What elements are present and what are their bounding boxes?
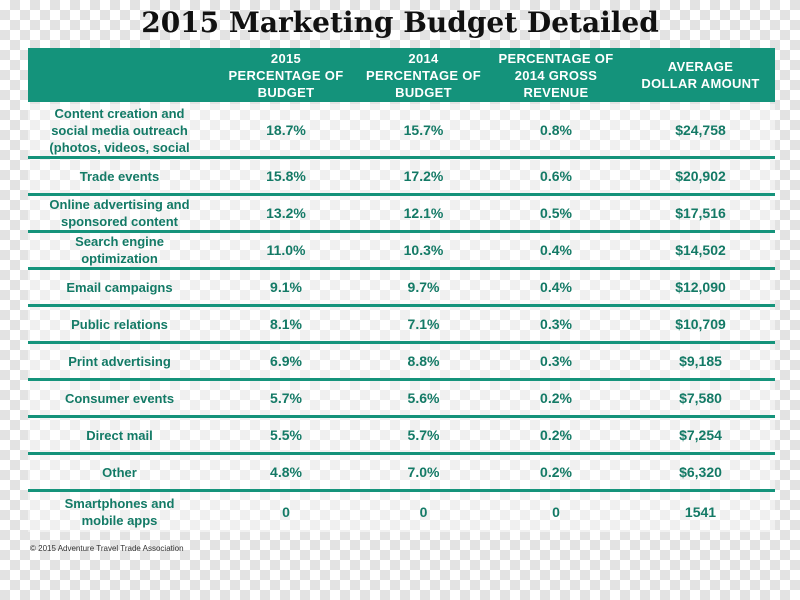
cell-2014-percentage: 10.3% (403, 242, 444, 258)
cell-average-amount: $7,254 (679, 427, 722, 443)
row-category: Other (102, 464, 137, 480)
cell-2014-percentage: 0 (419, 504, 428, 520)
cell-2015-percentage: 4.8% (270, 464, 302, 480)
table-row: Other 4.8% 7.0% 0.2% $6,320 (28, 455, 775, 492)
cell-average-amount: $20,902 (675, 168, 726, 184)
copyright-footer: © 2015 Adventure Travel Trade Associatio… (30, 544, 184, 553)
cell-average-amount: $12,090 (675, 279, 726, 295)
cell-2015-percentage: 5.5% (270, 427, 302, 443)
header-gross-revenue: PERCENTAGE OF 2014 GROSS REVENUE (498, 50, 614, 100)
row-category: Online advertising and sponsored content (49, 197, 190, 229)
cell-gross-revenue: 0.2% (540, 390, 572, 406)
cell-gross-revenue: 0.6% (540, 168, 572, 184)
header-2014-percentage: 2014 PERCENTAGE OF BUDGET (366, 50, 481, 100)
cell-2015-percentage: 18.7% (266, 122, 306, 138)
cell-gross-revenue: 0.8% (540, 122, 572, 138)
cell-average-amount: $17,516 (675, 205, 726, 221)
cell-2015-percentage: 11.0% (266, 242, 306, 258)
cell-gross-revenue: 0.3% (540, 316, 572, 332)
table-row: Email campaigns 9.1% 9.7% 0.4% $12,090 (28, 270, 775, 307)
cell-gross-revenue: 0.4% (540, 242, 572, 258)
cell-gross-revenue: 0 (552, 504, 560, 520)
cell-2015-percentage: 15.8% (266, 168, 306, 184)
cell-2014-percentage: 9.7% (407, 279, 440, 295)
cell-average-amount: $7,580 (679, 390, 722, 406)
cell-gross-revenue: 0.5% (540, 205, 572, 221)
cell-gross-revenue: 0.2% (540, 464, 572, 480)
cell-gross-revenue: 0.2% (540, 427, 572, 443)
header-category-spacer (28, 48, 211, 102)
cell-average-amount: $14,502 (675, 242, 726, 258)
table-row: Direct mail 5.5% 5.7% 0.2% $7,254 (28, 418, 775, 455)
table-body: Content creation and social media outrea… (28, 104, 775, 532)
cell-2015-percentage: 6.9% (270, 353, 302, 369)
cell-2015-percentage: 9.1% (270, 279, 302, 295)
cell-2014-percentage: 8.8% (407, 353, 440, 369)
cell-2014-percentage: 17.2% (403, 168, 444, 184)
table-row: Trade events 15.8% 17.2% 0.6% $20,902 (28, 159, 775, 196)
table-row: Search engine optimization 11.0% 10.3% 0… (28, 233, 775, 270)
row-category: Consumer events (64, 390, 175, 406)
row-category: Direct mail (86, 427, 153, 443)
cell-2015-percentage: 8.1% (270, 316, 302, 332)
cell-average-amount: $9,185 (679, 353, 722, 369)
table-header: 2015 PERCENTAGE OF BUDGET 2014 PERCENTAG… (28, 48, 775, 102)
table-row: Content creation and social media outrea… (28, 104, 775, 159)
table-row: Print advertising 6.9% 8.8% 0.3% $9,185 (28, 344, 775, 381)
cell-average-amount: $6,320 (679, 464, 722, 480)
cell-average-amount: $10,709 (675, 316, 726, 332)
cell-2014-percentage: 5.7% (407, 427, 440, 443)
cell-2015-percentage: 0 (282, 504, 290, 520)
row-category: Public relations (71, 316, 168, 332)
row-category: Email campaigns (66, 279, 173, 295)
cell-2014-percentage: 7.0% (407, 464, 440, 480)
cell-gross-revenue: 0.3% (540, 353, 572, 369)
cell-average-amount: $24,758 (675, 122, 726, 138)
table-row: Consumer events 5.7% 5.6% 0.2% $7,580 (28, 381, 775, 418)
row-category: Trade events (79, 168, 160, 184)
table-row: Online advertising and sponsored content… (28, 196, 775, 233)
cell-gross-revenue: 0.4% (540, 279, 572, 295)
row-category: Smartphones and mobile apps (64, 496, 175, 528)
cell-2014-percentage: 7.1% (407, 316, 440, 332)
header-2015-percentage: 2015 PERCENTAGE OF BUDGET (228, 50, 344, 100)
cell-2014-percentage: 5.6% (407, 390, 440, 406)
table-row: Smartphones and mobile apps 0 0 0 1541 (28, 492, 775, 532)
cell-2015-percentage: 13.2% (266, 205, 306, 221)
cell-2015-percentage: 5.7% (270, 390, 302, 406)
page-title: 2015 Marketing Budget Detailed (141, 6, 659, 39)
table-row: Public relations 8.1% 7.1% 0.3% $10,709 (28, 307, 775, 344)
cell-2014-percentage: 15.7% (403, 122, 444, 138)
cell-average-amount: 1541 (684, 504, 717, 520)
header-average-amount: AVERAGE DOLLAR AMOUNT (641, 59, 760, 91)
row-category: Print advertising (68, 353, 171, 369)
row-category: Search engine optimization (75, 234, 164, 266)
row-category: Content creation and social media outrea… (49, 105, 190, 155)
cell-2014-percentage: 12.1% (403, 205, 444, 221)
